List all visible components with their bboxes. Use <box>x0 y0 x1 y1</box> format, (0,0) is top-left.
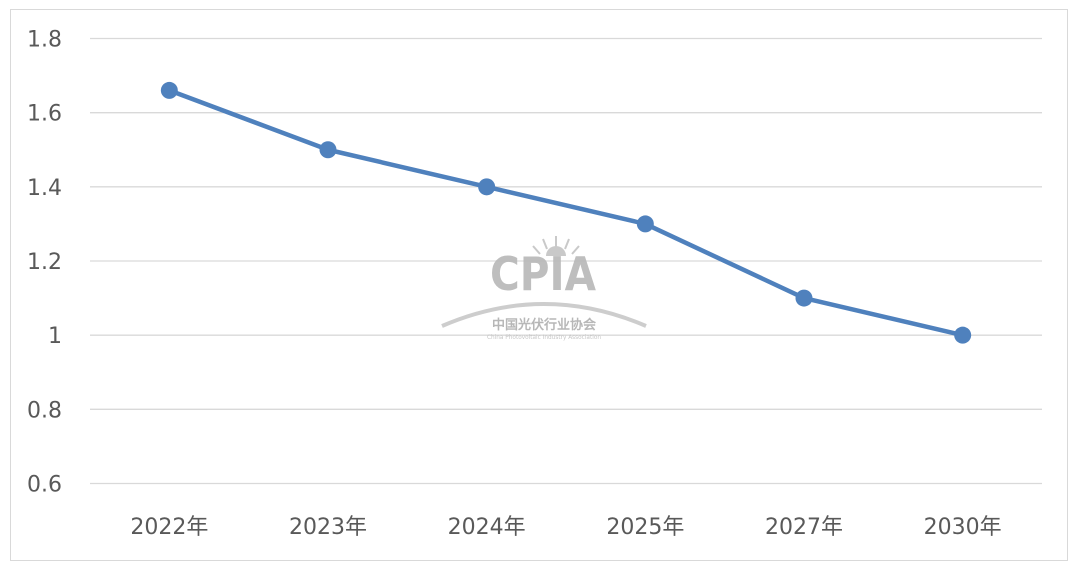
y-tick-label: 1.8 <box>27 28 62 53</box>
cpia-watermark-logo: CPIA 中国光伏行业协会 China Photovoltaic Industr… <box>441 236 647 341</box>
data-point-3 <box>636 215 654 233</box>
series-layer <box>160 81 972 344</box>
x-axis-ticks: 2022年 2023年 2024年 2025年 2027年 2030年 <box>130 515 1001 540</box>
y-tick-label: 0.8 <box>27 398 62 423</box>
x-tick-label: 2022年 <box>130 515 208 540</box>
sun-rays-icon <box>532 236 580 255</box>
x-tick-label: 2025年 <box>606 515 684 540</box>
watermark-english: China Photovoltaic Industry Association <box>487 334 601 341</box>
series-line <box>168 88 964 338</box>
watermark-subtitle: 中国光伏行业协会 <box>492 317 597 333</box>
y-tick-label: 1.4 <box>27 176 62 201</box>
x-tick-label: 2023年 <box>289 515 367 540</box>
y-axis-ticks: 1.8 1.6 1.4 1.2 1 0.8 0.6 <box>27 28 62 498</box>
gridlines <box>90 37 1042 485</box>
y-tick-label: 0.6 <box>27 473 62 498</box>
chart-frame <box>10 9 1068 561</box>
data-point-5 <box>954 326 972 344</box>
y-tick-label: 1.6 <box>27 102 62 127</box>
sun-icon <box>546 246 566 256</box>
y-tick-label: 1 <box>48 324 62 349</box>
x-tick-label: 2030年 <box>924 515 1002 540</box>
data-point-1 <box>319 141 337 159</box>
watermark-arc <box>441 302 647 328</box>
data-point-0 <box>160 81 178 99</box>
x-tick-label: 2027年 <box>765 515 843 540</box>
x-tick-label: 2024年 <box>448 515 526 540</box>
data-point-2 <box>478 178 496 196</box>
y-tick-label: 1.2 <box>27 250 62 275</box>
data-point-4 <box>795 289 813 307</box>
watermark-name: CPIA <box>490 247 596 301</box>
